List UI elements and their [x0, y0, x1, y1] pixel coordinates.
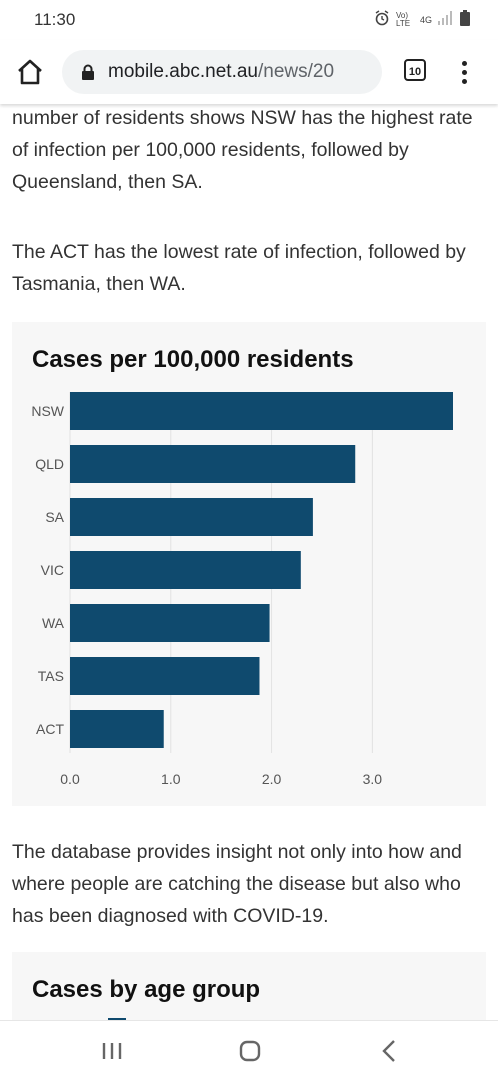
chart-card-age-group: Cases by age group	[12, 952, 486, 1020]
browser-toolbar: mobile.abc.net.au/news/20 10	[0, 40, 498, 104]
bar-wa	[70, 604, 270, 642]
signal-icon	[438, 11, 454, 28]
x-tick-label: 0.0	[60, 771, 80, 787]
category-label: TAS	[38, 668, 64, 684]
recents-icon	[102, 1043, 122, 1059]
category-label: QLD	[35, 456, 64, 472]
bar-act	[70, 710, 164, 748]
home-icon	[18, 59, 42, 85]
bar-vic	[70, 551, 301, 589]
url-path: /news/20	[258, 61, 335, 82]
recents-button[interactable]	[92, 1035, 132, 1067]
alarm-icon	[374, 10, 390, 29]
article-content: is taken into account. Adjusting the fig…	[0, 86, 498, 1020]
bar-sa	[70, 498, 313, 536]
bar-chart: 0.0 1.0 2.0 3.0 NSW QLD SA VIC WA TAS ACT	[31, 392, 453, 787]
category-label: NSW	[31, 403, 64, 419]
more-menu-button[interactable]	[456, 58, 472, 86]
url-text[interactable]: mobile.abc.net.au/news/20	[108, 61, 334, 83]
category-label: SA	[45, 509, 64, 525]
bar-nsw	[70, 392, 453, 430]
x-tick-label: 2.0	[262, 771, 282, 787]
back-icon	[382, 1040, 395, 1062]
home-circle-icon	[239, 1040, 261, 1062]
article-paragraph: is taken into account. Adjusting the fig…	[12, 86, 473, 193]
chart-title: Cases by age group	[32, 976, 261, 1003]
category-label: ACT	[36, 721, 64, 737]
category-label: WA	[42, 615, 65, 631]
x-tick-label: 1.0	[161, 771, 181, 787]
lock-icon	[82, 64, 94, 80]
x-tick-label: 3.0	[363, 771, 383, 787]
status-time: 11:30	[34, 10, 76, 29]
bar-tas	[70, 657, 260, 695]
url-host: mobile.abc.net.au	[108, 61, 258, 82]
battery-icon	[460, 10, 470, 29]
tab-switcher-button[interactable]: 10	[404, 59, 426, 81]
volte-icon: Vo) LTE	[395, 10, 411, 28]
chart-bar	[108, 1018, 126, 1020]
back-button[interactable]	[370, 1035, 410, 1067]
status-bar: 11:30 Vo) LTE 4G	[0, 0, 498, 40]
article-paragraph: The ACT has the lowest rate of infection…	[12, 241, 466, 295]
chart-card: 0.0 1.0 2.0 3.0 NSW QLD SA VIC WA TAS ACT Cases pe…	[12, 322, 486, 806]
article-paragraph: The database provides insight not only i…	[12, 841, 462, 927]
network-type-icon: 4G	[419, 14, 432, 25]
home-button[interactable]	[14, 56, 46, 88]
chart-title: Cases per 100,000 residents	[32, 346, 354, 373]
address-bar[interactable]: mobile.abc.net.au/news/20	[62, 50, 382, 94]
bar-qld	[70, 445, 356, 483]
category-label: VIC	[41, 562, 64, 578]
status-icons: Vo) LTE 4G	[374, 10, 470, 29]
home-nav-button[interactable]	[230, 1035, 270, 1067]
system-nav-bar	[0, 1020, 498, 1081]
